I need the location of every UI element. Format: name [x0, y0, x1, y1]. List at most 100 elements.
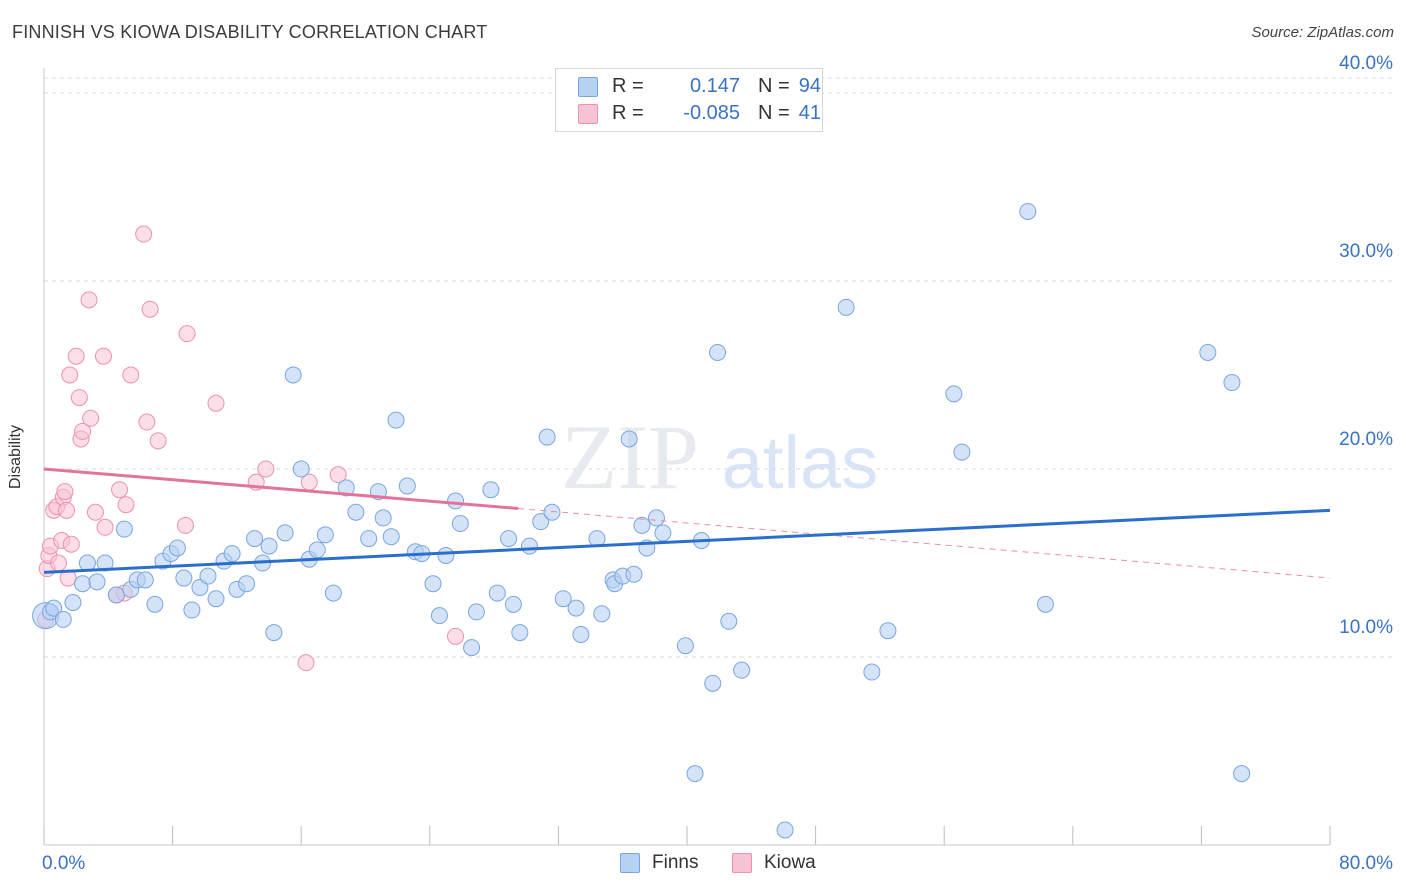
finns-legend-swatch: [620, 853, 640, 873]
kiowa-point: [70, 389, 88, 407]
kiowa-point: [297, 654, 315, 672]
finns-point: [374, 509, 392, 527]
finns-point: [337, 479, 355, 497]
finns-point: [1199, 343, 1217, 361]
finns-point: [64, 593, 82, 611]
finns-point: [704, 674, 722, 692]
grid-layer: [44, 77, 1394, 658]
kiowa-point: [96, 518, 114, 536]
kiowa-point: [122, 366, 140, 384]
finns-point: [136, 571, 154, 589]
kiowa-point: [62, 535, 80, 553]
finns-point: [223, 545, 241, 563]
finns-point: [879, 622, 897, 640]
kiowa-swatch: [578, 104, 598, 124]
y-tick-label: 20.0%: [1339, 429, 1393, 450]
finns-point: [467, 603, 485, 621]
finns-swatch: [578, 77, 598, 97]
finns-point: [168, 539, 186, 557]
finns-point: [54, 610, 72, 628]
finns-point: [945, 385, 963, 403]
finns-point: [175, 569, 193, 587]
finns-point: [1019, 202, 1037, 220]
finns-point: [625, 565, 643, 583]
finns-point: [1233, 765, 1251, 783]
finns-point: [324, 584, 342, 602]
kiowa-point: [86, 503, 104, 521]
kiowa-trend-line: [43, 467, 519, 510]
finns-n-value: 94: [798, 75, 821, 97]
finns-point: [447, 492, 465, 510]
finns-point: [398, 477, 416, 495]
finns-point: [1036, 595, 1054, 613]
kiowa-point: [61, 366, 79, 384]
finns-point: [360, 530, 378, 548]
finns-point: [1223, 374, 1241, 392]
finns-point: [863, 663, 881, 681]
finns-point: [276, 524, 294, 542]
finns-point: [45, 599, 63, 617]
finns-point: [567, 599, 585, 617]
finns-point: [88, 573, 106, 591]
finns-point: [183, 601, 201, 619]
finns-point: [115, 520, 133, 538]
finns-point: [316, 526, 334, 544]
y-tick-label: 30.0%: [1339, 241, 1393, 262]
kiowa-n-value: 41: [798, 102, 821, 124]
finns-point: [733, 661, 751, 679]
finns-point: [647, 509, 665, 527]
x-tick-label: 0.0%: [42, 853, 85, 874]
finns-point: [246, 530, 264, 548]
finns-point: [776, 821, 794, 839]
kiowa-point: [82, 409, 100, 427]
finns-point: [430, 607, 448, 625]
finns-point: [463, 639, 481, 657]
finns-point: [620, 430, 638, 448]
kiowa-trend-extension: [518, 507, 1331, 579]
finns-point: [482, 481, 500, 499]
finns-r-label: R =: [612, 75, 644, 97]
finns-point: [633, 516, 651, 534]
finns-point: [260, 537, 278, 555]
kiowa-point: [207, 394, 225, 412]
finns-point: [543, 503, 561, 521]
finns-point: [654, 524, 672, 542]
finns-point: [953, 443, 971, 461]
finns-point: [284, 366, 302, 384]
trend-layer: [43, 467, 1331, 579]
watermark-atlas: atlas: [722, 421, 878, 504]
y-tick-label: 10.0%: [1339, 617, 1393, 638]
finns-point: [96, 554, 114, 572]
chart-title: FINNISH VS KIOWA DISABILITY CORRELATION …: [12, 22, 488, 42]
finns-point: [199, 567, 217, 585]
finns-point: [451, 515, 469, 533]
kiowa-legend-swatch: [732, 853, 752, 873]
kiowa-point: [149, 432, 167, 450]
kiowa-n-label: N =: [758, 102, 790, 124]
kiowa-point: [135, 225, 153, 243]
kiowa-point: [58, 501, 76, 519]
kiowa-point: [49, 554, 67, 572]
y-tick-label: 40.0%: [1339, 53, 1393, 74]
finns-trend-line: [43, 508, 1331, 574]
finns-legend-label: Finns: [652, 852, 699, 873]
finns-point: [308, 541, 326, 559]
finns-point: [720, 612, 738, 630]
finns-point: [292, 460, 310, 478]
kiowa-point: [117, 496, 135, 514]
finns-point: [520, 537, 538, 555]
finns-point: [387, 411, 405, 429]
finns-point: [686, 765, 704, 783]
finns-point: [511, 624, 529, 642]
x-tick-label: 80.0%: [1339, 853, 1393, 874]
finns-point: [424, 575, 442, 593]
kiowa-point: [447, 627, 465, 645]
kiowa-r-value: -0.085: [683, 102, 740, 124]
finns-point: [265, 624, 283, 642]
kiowa-point: [67, 347, 85, 365]
finns-point: [500, 530, 518, 548]
finns-point: [382, 528, 400, 546]
finns-point: [207, 590, 225, 608]
finns-point: [238, 575, 256, 593]
